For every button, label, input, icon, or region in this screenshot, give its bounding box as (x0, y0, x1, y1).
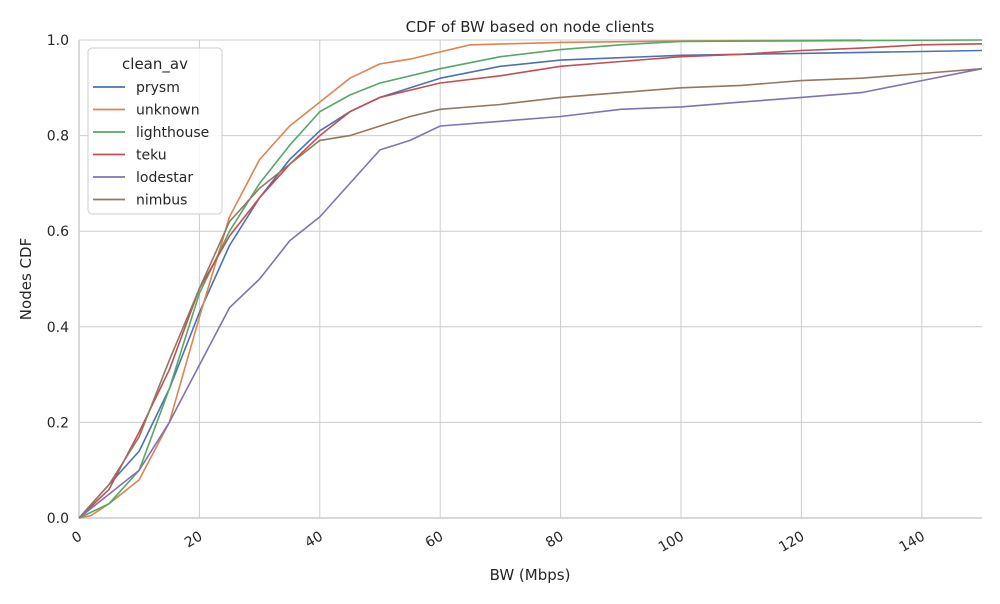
series-line-unknown (78, 39, 862, 519)
legend-label-lighthouse: lighthouse (136, 125, 209, 141)
y-tick-label: 0.6 (47, 224, 69, 240)
x-tick-label: 80 (543, 529, 566, 552)
x-tick-label: 60 (423, 529, 446, 552)
y-tick-label: 0.0 (47, 511, 69, 527)
chart-title: CDF of BW based on node clients (406, 18, 655, 36)
x-tick-label: 120 (776, 529, 807, 556)
series-line-teku (78, 43, 983, 519)
legend-label-prysm: prysm (136, 80, 180, 96)
series-line-lighthouse (78, 39, 983, 519)
legend-label-lodestar: lodestar (136, 170, 193, 186)
y-tick-label: 1.0 (47, 33, 69, 49)
y-tick-label: 0.8 (47, 129, 69, 145)
x-tick-label: 100 (656, 529, 687, 556)
series-line-lodestar (78, 67, 983, 519)
x-tick-label: 0 (69, 529, 85, 547)
legend-label-unknown: unknown (136, 103, 200, 119)
x-axis-label: BW (Mbps) (490, 566, 571, 584)
series-line-nimbus (78, 67, 983, 519)
legend: clean_av prysm unknown lighthouse teku lodes… (87, 47, 223, 215)
series-lines (78, 39, 983, 519)
x-tick-label: 40 (302, 529, 325, 552)
y-tick-label: 0.4 (47, 320, 69, 336)
x-tick-label: 20 (182, 529, 205, 552)
x-tick-label: 140 (897, 529, 928, 556)
legend-label-teku: teku (136, 148, 167, 164)
legend-title: clean_av (122, 55, 188, 74)
legend-label-nimbus: nimbus (136, 193, 187, 209)
y-tick-label: 0.2 (47, 415, 69, 431)
y-axis-label: Nodes CDF (17, 238, 35, 320)
